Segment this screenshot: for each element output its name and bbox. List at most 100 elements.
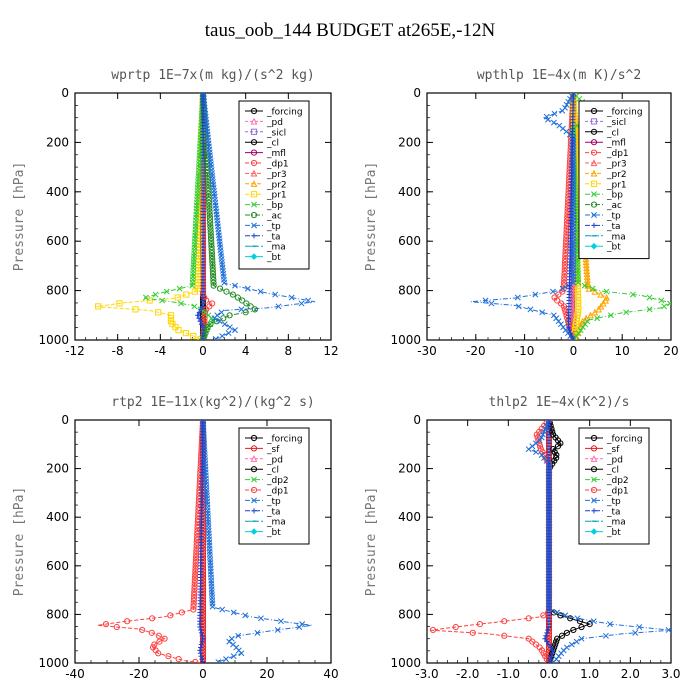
series-point-tp <box>543 113 550 120</box>
legend-entry: _bp <box>606 191 623 201</box>
series-point-ac <box>206 208 213 215</box>
legend-entry: _sf <box>606 445 620 455</box>
legend-entry: _dp2 <box>606 476 629 486</box>
series-point-tp <box>254 629 261 636</box>
y-tick-label: 200 <box>398 462 421 476</box>
series-point-ac <box>208 241 215 248</box>
series-point-tp <box>529 443 536 450</box>
y-tick-label: 0 <box>413 413 421 427</box>
series-point-tp <box>607 621 613 628</box>
series-point-pr2 <box>595 305 602 313</box>
legend-entry: _tp <box>606 212 621 222</box>
series-point-tp <box>538 434 545 441</box>
series-point-tp <box>602 632 609 639</box>
panel-title: wpthlp 1E−4x(m K)/s^2 <box>477 68 641 83</box>
series-point-ta <box>548 644 554 651</box>
series-point-bp <box>163 288 170 295</box>
legend-entry: _ac <box>266 212 282 222</box>
series-point-tp <box>574 615 581 622</box>
series-point-tp <box>514 294 521 301</box>
series-point-ta <box>200 636 206 642</box>
x-tick-label: 20 <box>663 344 678 358</box>
series-point-pr2 <box>583 273 591 280</box>
series-point-ac <box>207 226 214 233</box>
y-tick-label: 800 <box>46 607 69 621</box>
x-tick-label: 0.0 <box>539 667 558 681</box>
panel-wpthlp: wpthlp 1E−4x(m K)/s^2 Pressure [hPa] -30 -2… <box>364 68 679 358</box>
legend-marker <box>590 445 598 452</box>
series-point-ta <box>199 303 206 310</box>
series-point-tp <box>258 615 264 622</box>
legend-marker <box>590 159 598 167</box>
series-point-ac <box>208 252 216 260</box>
series-point-ta <box>198 641 205 648</box>
legend-entry: _tp <box>266 222 281 232</box>
series-point-cl <box>554 443 562 450</box>
series-line-dp1 <box>97 420 204 663</box>
legend-marker <box>590 149 598 156</box>
series-point-dp1 <box>560 285 567 292</box>
legend-marker <box>250 117 258 125</box>
legend-entry: _mfl <box>266 149 286 159</box>
legend: _forcing_sicl_cl_mfl_dp1_pr3_pr2_pr1_bp_… <box>578 100 650 260</box>
legend-entry: _ta <box>606 222 621 232</box>
x-tick-label: 10 <box>615 344 630 358</box>
series-point-ta <box>197 624 203 630</box>
series-point-dp1 <box>201 315 208 322</box>
series-point-bp <box>176 285 183 292</box>
series-point-tp <box>573 638 580 645</box>
x-tick-label: -2.0 <box>456 667 479 681</box>
x-tick-label: 2.0 <box>621 667 640 681</box>
legend-marker <box>251 222 257 229</box>
series-point-cl <box>578 623 585 631</box>
series-point-tp <box>525 446 532 453</box>
series-point-dp1 <box>149 615 156 622</box>
legend-entry: _forcing <box>266 108 303 118</box>
legend-entry: _dp1 <box>606 149 629 159</box>
x-tick-label: 4 <box>242 344 250 358</box>
legend-entry: _ac <box>606 201 622 211</box>
legend-entry: _pr2 <box>266 180 287 190</box>
legend-entry: _bt <box>266 528 281 538</box>
legend-entry: _dp1 <box>266 487 289 497</box>
series-point-tp <box>590 618 597 625</box>
series-point-ta <box>565 324 572 330</box>
y-tick-label: 200 <box>46 135 69 149</box>
series-point-ta <box>549 650 555 656</box>
series-point-dp1 <box>561 276 568 283</box>
series-point-tp <box>296 624 303 630</box>
legend-marker <box>250 169 258 177</box>
series-point-ta <box>198 321 205 327</box>
x-tick-label: -4 <box>154 344 166 358</box>
x-tick-label: -12 <box>65 344 85 358</box>
legend-entry: _ta <box>606 507 621 517</box>
series-point-tp <box>221 279 228 286</box>
series-point-cl <box>586 621 593 628</box>
legend-marker <box>250 180 258 187</box>
series-point-ta <box>199 656 205 662</box>
y-axis-label: Pressure [hPa] <box>364 162 379 272</box>
series-point-cl <box>553 638 560 645</box>
series-point-tp <box>230 609 237 616</box>
x-tick-label: 20 <box>259 667 274 681</box>
series-point-tp <box>549 288 556 295</box>
series-point-tp <box>515 303 522 310</box>
series-point-dp1 <box>191 588 198 596</box>
legend-entry: _forcing <box>606 108 643 118</box>
series-point-ta <box>197 647 203 653</box>
series-point-dp1 <box>102 621 110 628</box>
legend-marker <box>591 476 597 483</box>
legend: _forcing_pd_sicl_cl_mfl_dp1_pr3_pr2_pr1_… <box>238 100 310 270</box>
series-point-dp1 <box>529 638 536 645</box>
series-point-ac <box>210 279 217 286</box>
x-tick-label: 1.0 <box>580 667 599 681</box>
series-point-bp <box>667 300 671 307</box>
series-point-pr1 <box>155 309 162 316</box>
legend-marker <box>590 180 598 187</box>
legend-marker <box>251 476 257 483</box>
series-point-ac <box>209 258 216 266</box>
series-point-bp <box>589 285 596 292</box>
x-tick-label: -20 <box>466 344 486 358</box>
legend-entry: _bt <box>606 528 621 538</box>
series-point-ac <box>210 276 217 283</box>
